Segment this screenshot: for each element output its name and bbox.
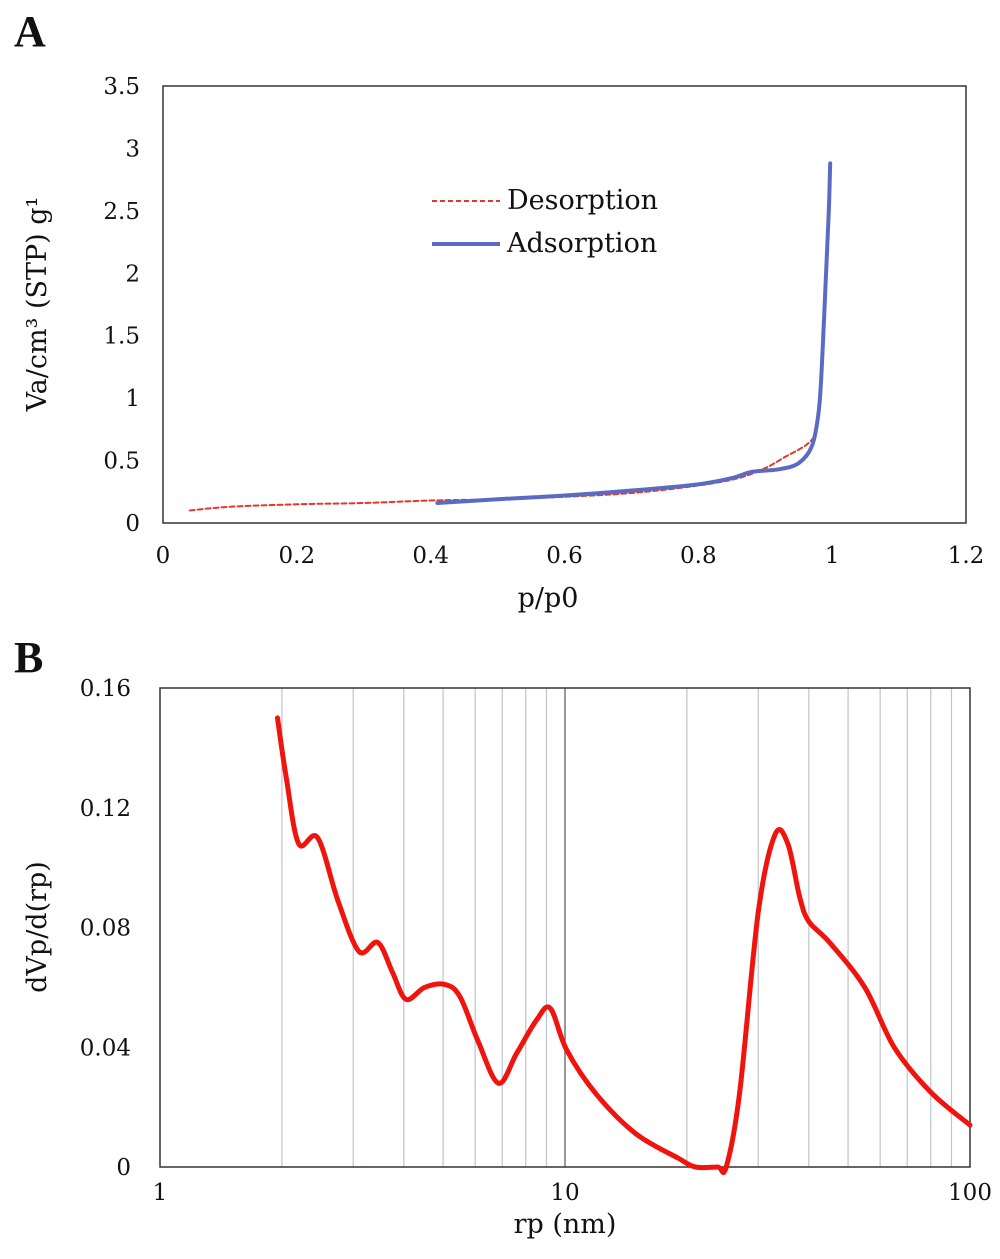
panel-b-x-tick-labels: 1 10 100: [153, 1180, 992, 1206]
panel-a-legend: Desorption Adsorption: [432, 185, 658, 259]
panel-b-y-axis-label: dVp/d(rp): [22, 861, 53, 993]
panel-b-y-tick-label: 0: [116, 1155, 131, 1181]
panel-a-x-tick-labels: 0 0.2 0.4 0.6 0.8 1 1.2: [156, 543, 985, 569]
panel-b-x-axis-label: rp (nm): [514, 1209, 617, 1240]
panel-a-y-axis-label: Va/cm³ (STP) g¹: [22, 197, 53, 413]
panel-a-x-tick-label: 1.2: [948, 543, 985, 569]
panel-a-y-tick-label: 3: [125, 136, 140, 162]
panel-a-x-axis-label: p/p0: [518, 583, 579, 614]
panel-b-y-tick-label: 0.08: [80, 916, 131, 942]
panel-a-y-tick-labels: 0 0.5 1 1.5 2 2.5 3 3.5: [103, 74, 140, 537]
panel-a-x-tick-label: 0: [156, 543, 171, 569]
panel-a-x-tick-label: 0.4: [412, 543, 449, 569]
panel-b-chart: 0 0.04 0.08 0.12 0.16 1 10 100 rp (nm) dVp/d(r…: [22, 676, 992, 1240]
panel-a-x-tick-label: 1: [825, 543, 840, 569]
panel-a-x-tick-label: 0.6: [546, 543, 583, 569]
panel-a-plot-frame: [162, 85, 967, 524]
panel-b-series: [275, 715, 973, 1175]
panel-b-y-tick-label: 0.12: [80, 796, 131, 822]
panel-b-y-tick-label: 0.04: [80, 1035, 131, 1061]
panel-a-series: [188, 161, 833, 512]
pore-distribution-line: [275, 715, 973, 1175]
panel-a-letter: A: [14, 7, 46, 56]
panel-a-y-tick-label: 0: [125, 511, 140, 537]
panel-a-y-tick-label: 0.5: [103, 449, 140, 475]
panel-a-y-tick-label: 2.5: [103, 199, 140, 225]
panel-a-chart: 0 0.5 1 1.5 2 2.5 3 3.5 0 0.2 0.4 0.6 0.8 1 1.2 Desor…: [22, 74, 984, 614]
panel-b-y-tick-label: 0.16: [80, 676, 131, 702]
legend-adsorption-label: Adsorption: [506, 228, 657, 259]
panel-a-y-tick-label: 2: [125, 261, 140, 287]
panel-b-x-tick-label: 100: [948, 1180, 992, 1206]
panel-b-letter: B: [14, 633, 43, 682]
panel-b-x-tick-label: 10: [550, 1180, 579, 1206]
panel-a-y-tick-label: 3.5: [103, 74, 140, 100]
panel-a-y-tick-label: 1.5: [103, 324, 140, 350]
panel-b-y-tick-labels: 0 0.04 0.08 0.12 0.16: [80, 676, 131, 1181]
panel-a-x-tick-label: 0.2: [279, 543, 316, 569]
panel-a-x-tick-label: 0.8: [680, 543, 717, 569]
panel-b-plot-frame: [159, 687, 971, 1168]
panel-b-gridlines: [281, 688, 953, 1167]
panel-a-y-tick-label: 1: [125, 386, 140, 412]
adsorption-series-line: [435, 161, 833, 505]
legend-desorption-label: Desorption: [507, 185, 658, 216]
panel-b-x-tick-label: 1: [153, 1180, 168, 1206]
